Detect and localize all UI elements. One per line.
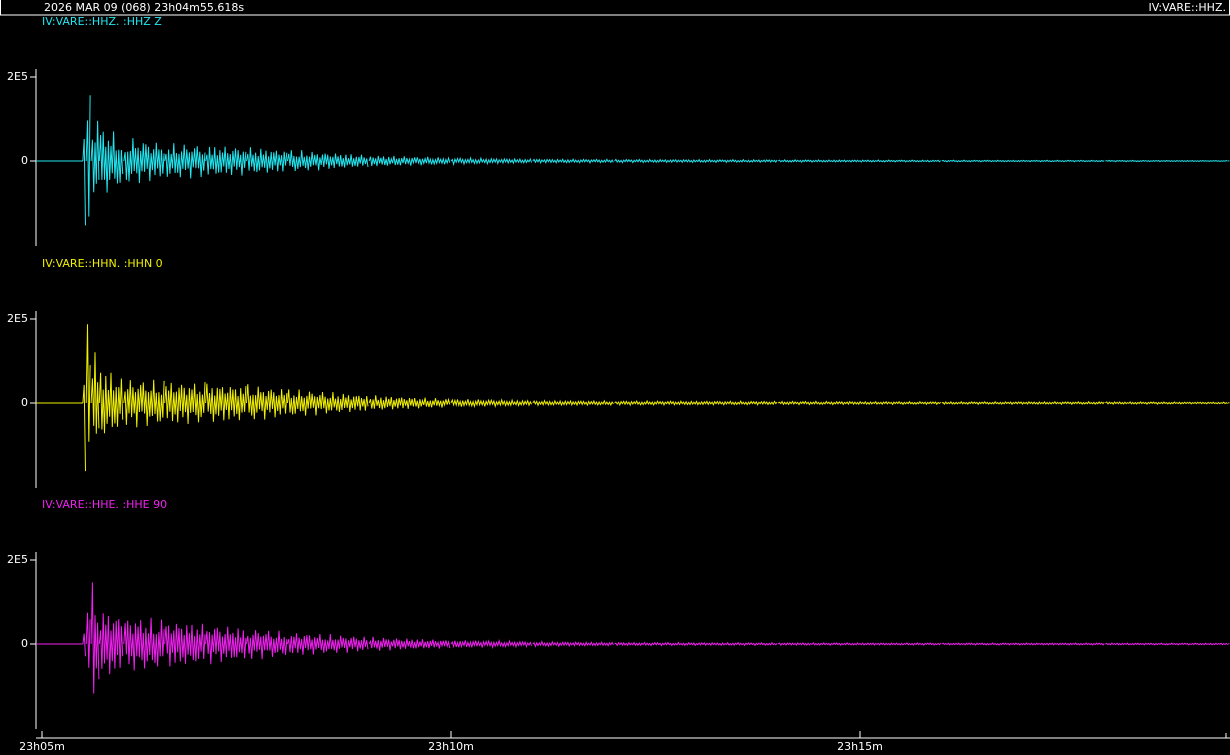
amplitude-tick-label: 0	[21, 396, 28, 409]
waveform-segment	[246, 147, 288, 173]
waveform-segment	[286, 389, 369, 416]
waveform-segment	[450, 156, 533, 167]
waveform-segment	[164, 623, 206, 667]
waveform-segment	[368, 395, 451, 410]
waveform-segment	[777, 400, 942, 406]
time-tick-label: 23h15m	[837, 740, 883, 753]
waveform-segment	[205, 383, 247, 422]
waveform-segment	[532, 399, 614, 407]
waveform-segment	[941, 159, 1105, 163]
waveform-segment	[286, 633, 369, 655]
trace-label: IV:VARE::HHZ. :HHZ Z	[42, 15, 162, 28]
waveform-segment	[246, 630, 288, 660]
waveform-segment	[777, 641, 942, 647]
waveform-segment	[90, 120, 100, 193]
time-tick-label: 23h10m	[428, 740, 474, 753]
amplitude-tick-label: 2E5	[7, 312, 28, 325]
time-tick-label: 23h05m	[19, 740, 65, 753]
waveform-segment	[82, 384, 86, 472]
waveform-segment	[123, 617, 165, 671]
waveform-segment	[614, 399, 778, 407]
waveform-segment	[164, 143, 206, 179]
trace-label: IV:VARE::HHE. :HHE 90	[42, 498, 167, 511]
waveform-segment	[368, 636, 451, 651]
waveform-segment	[286, 150, 369, 171]
waveform-segment	[123, 138, 165, 184]
waveform-segment	[1227, 642, 1230, 645]
waveform-segment	[85, 95, 91, 217]
waveform-segment	[450, 638, 533, 650]
waveform-segment	[98, 131, 124, 193]
waveform-segment	[164, 382, 206, 425]
waveform-segment	[205, 626, 247, 665]
waveform-segment	[205, 146, 247, 176]
waveform-segment	[85, 324, 91, 442]
waveform-segment	[777, 158, 942, 164]
waveform-segment	[450, 398, 533, 409]
waveform-segment	[82, 633, 86, 657]
amplitude-tick-label: 2E5	[7, 553, 28, 566]
waveform-segment	[532, 158, 614, 165]
waveform-segment	[123, 379, 165, 428]
waveform-segment	[1105, 159, 1228, 163]
amplitude-tick-label: 0	[21, 154, 28, 167]
waveform-segment	[90, 582, 100, 694]
waveform-segment	[90, 352, 100, 434]
waveform-segment	[532, 640, 614, 648]
waveform-segment	[246, 384, 288, 420]
waveform-segment	[85, 612, 91, 668]
waveform-segment	[368, 155, 451, 167]
waveform-segment	[82, 138, 86, 226]
amplitude-tick-label: 2E5	[7, 70, 28, 83]
header-channel: IV:VARE::HHZ.	[1148, 1, 1226, 14]
trace-label: IV:VARE::HHN. :HHN 0	[42, 257, 163, 270]
waveform-segment	[614, 641, 778, 647]
header-date: 2026 MAR 09 (068) 23h04m55.618s	[44, 1, 244, 14]
amplitude-tick-label: 0	[21, 637, 28, 650]
waveform-segment	[98, 613, 124, 675]
waveform-segment	[1105, 401, 1228, 405]
waveform-segment	[614, 158, 778, 164]
waveform-segment	[941, 642, 1105, 646]
waveform-segment	[941, 400, 1105, 406]
waveform-segment	[1105, 642, 1228, 646]
waveform-segment	[98, 372, 124, 434]
